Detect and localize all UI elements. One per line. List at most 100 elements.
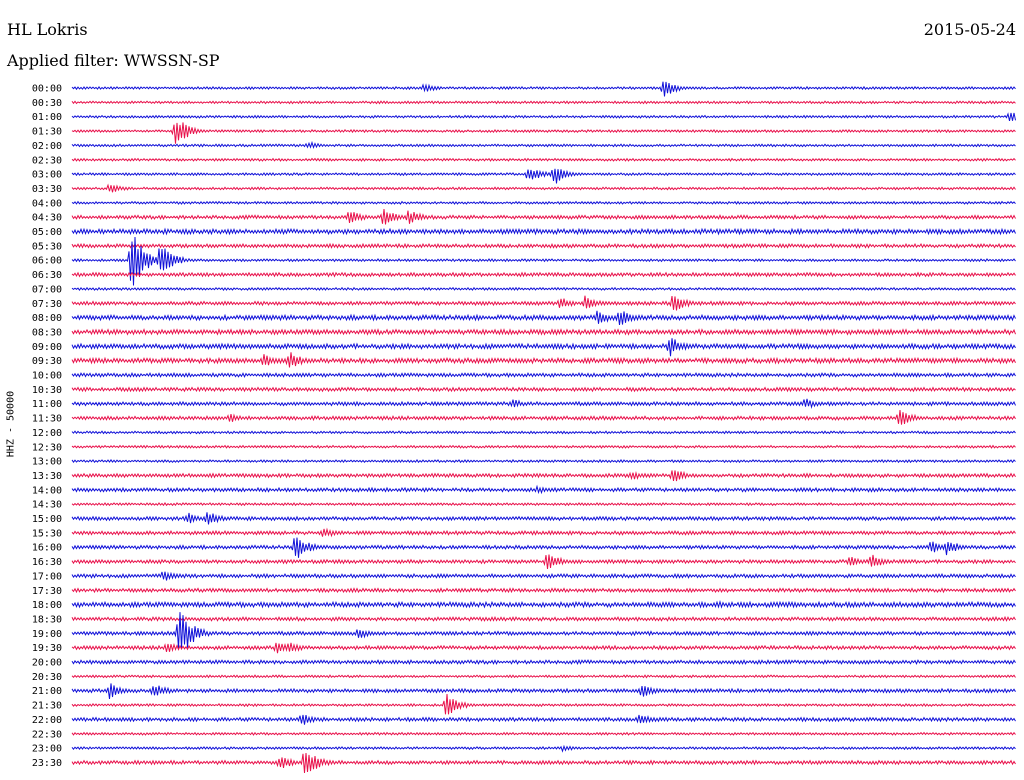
time-label: 06:30 — [32, 270, 62, 281]
time-label: 10:30 — [32, 385, 62, 396]
trace-line — [71, 295, 1016, 311]
time-label: 00:00 — [32, 84, 62, 95]
trace-line — [71, 470, 1016, 482]
trace-line — [71, 328, 1016, 336]
trace-line — [71, 683, 1016, 700]
time-label: 07:00 — [32, 284, 62, 295]
trace-line — [71, 310, 1016, 326]
time-label: 08:30 — [32, 327, 62, 338]
trace-line — [71, 157, 1016, 162]
time-label: 13:30 — [32, 471, 62, 482]
trace-line — [71, 502, 1016, 507]
trace-line — [71, 615, 1016, 622]
trace-line — [71, 484, 1016, 495]
trace-line — [71, 537, 1016, 558]
time-label: 05:00 — [32, 227, 62, 238]
time-label: 05:30 — [32, 241, 62, 252]
time-label: 14:00 — [32, 485, 62, 496]
trace-line — [71, 338, 1016, 357]
trace-line — [71, 527, 1016, 538]
time-label: 22:30 — [32, 729, 62, 740]
time-label: 04:00 — [32, 198, 62, 209]
trace-line — [71, 242, 1016, 249]
trace-line — [71, 459, 1016, 464]
time-label: 17:30 — [32, 586, 62, 597]
time-label: 10:00 — [32, 371, 62, 382]
time-label: 01:00 — [32, 112, 62, 123]
time-label: 21:30 — [32, 701, 62, 712]
time-label: 03:30 — [32, 184, 62, 195]
time-label: 12:30 — [32, 442, 62, 453]
time-label: 20:00 — [32, 658, 62, 669]
trace-line — [71, 571, 1016, 581]
trace-line — [71, 372, 1016, 379]
time-label: 23:30 — [32, 758, 62, 769]
trace-line — [71, 554, 1016, 570]
trace-line — [71, 714, 1016, 725]
trace-line — [71, 430, 1016, 435]
time-label: 13:00 — [32, 457, 62, 468]
trace-line — [71, 398, 1016, 410]
trace-line — [71, 659, 1016, 665]
trace-line — [71, 112, 1016, 122]
trace-line — [71, 444, 1016, 449]
time-label: 03:00 — [32, 170, 62, 181]
trace-line — [71, 183, 1016, 193]
trace-line — [71, 122, 1016, 144]
time-label: 19:30 — [32, 643, 62, 654]
trace-line — [71, 209, 1016, 225]
time-label: 06:00 — [32, 256, 62, 267]
trace-line — [71, 386, 1016, 393]
time-label: 12:00 — [32, 428, 62, 439]
time-label: 01:30 — [32, 127, 62, 138]
time-label: 15:00 — [32, 514, 62, 525]
time-label: 02:30 — [32, 155, 62, 166]
time-label: 17:00 — [32, 571, 62, 582]
trace-line — [71, 599, 1016, 609]
trace-line — [71, 286, 1016, 291]
trace-line — [71, 140, 1016, 150]
trace-line — [71, 642, 1016, 654]
time-label: 23:00 — [32, 744, 62, 755]
time-label: 00:30 — [32, 98, 62, 109]
station-title: HL Lokris — [7, 20, 88, 39]
trace-line — [71, 612, 1016, 650]
time-label: 20:30 — [32, 672, 62, 683]
trace-line — [71, 731, 1016, 736]
time-label: 07:30 — [32, 299, 62, 310]
time-label: 08:00 — [32, 313, 62, 324]
trace-line — [71, 674, 1016, 679]
filter-label: Applied filter: WWSSN-SP — [7, 51, 220, 70]
trace-line — [71, 587, 1016, 594]
date-label: 2015-05-24 — [923, 20, 1016, 39]
trace-line — [71, 352, 1016, 368]
trace-line — [71, 410, 1016, 425]
trace-line — [71, 100, 1016, 105]
time-label: 19:00 — [32, 629, 62, 640]
time-label: 09:00 — [32, 342, 62, 353]
trace-line — [71, 512, 1016, 525]
time-label: 14:30 — [32, 500, 62, 511]
trace-line — [71, 753, 1016, 773]
trace-line — [71, 744, 1016, 753]
trace-line — [71, 237, 1016, 286]
time-label: 16:00 — [32, 543, 62, 554]
time-label: 09:30 — [32, 356, 62, 367]
time-label: 04:30 — [32, 213, 62, 224]
trace-line — [71, 227, 1016, 236]
time-label: 18:00 — [32, 600, 62, 611]
time-label: 11:00 — [32, 399, 62, 410]
time-label: 21:00 — [32, 686, 62, 697]
trace-line — [71, 694, 1016, 715]
time-label: 15:30 — [32, 528, 62, 539]
time-label: 11:30 — [32, 414, 62, 425]
trace-line — [71, 168, 1016, 184]
time-label: 02:00 — [32, 141, 62, 152]
time-label: 18:30 — [32, 614, 62, 625]
time-label: 16:30 — [32, 557, 62, 568]
trace-line — [71, 200, 1016, 205]
time-axis-labels: 00:00 00:30 01:00 01:30 02:00 02:30 03:00 03:30… — [32, 84, 62, 769]
seismic-traces — [71, 81, 1016, 773]
time-label: 22:00 — [32, 715, 62, 726]
